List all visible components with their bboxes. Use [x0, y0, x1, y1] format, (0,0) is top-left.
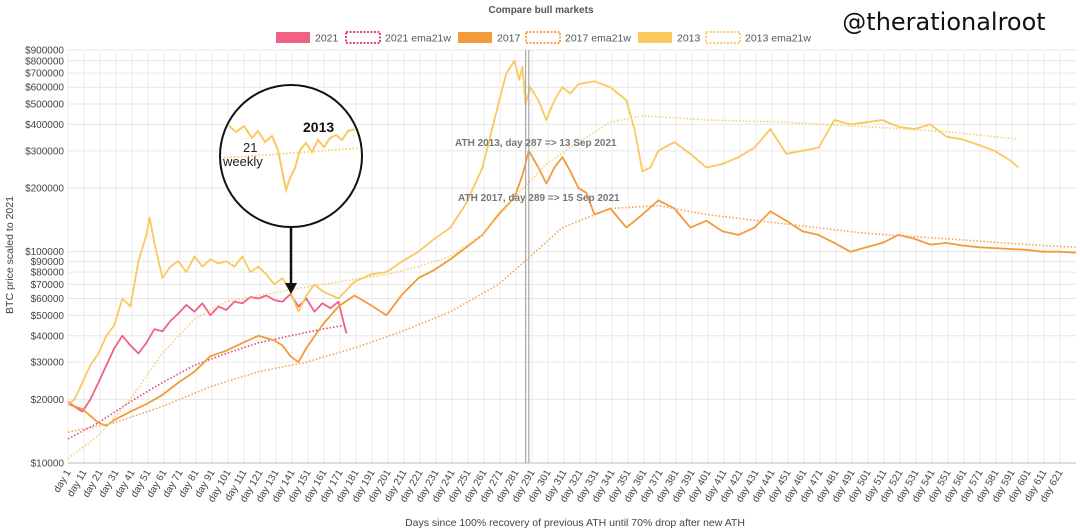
inset-ema-line	[222, 147, 360, 159]
watermark: @therationalroot	[842, 8, 1045, 36]
legend-label: 2013	[677, 33, 701, 45]
ath-annotation: ATH 2017, day 289 => 15 Sep 2021	[458, 193, 620, 204]
series-line-2017	[67, 149, 1077, 427]
series-line-2017-ema21w	[67, 204, 1077, 433]
chart-title: Compare bull markets	[488, 5, 593, 16]
y-tick-label: $30000	[31, 358, 65, 369]
inset-2013-line	[222, 123, 360, 194]
series-line-2013-ema21w	[67, 114, 1019, 460]
y-tick-label: $50000	[31, 311, 65, 322]
legend-swatch	[345, 31, 381, 44]
legend-swatch	[525, 31, 561, 44]
legend-label: 2021	[315, 33, 339, 45]
series-line-2021-ema21w	[67, 324, 347, 440]
legend-label: 2013 ema21w	[745, 33, 811, 45]
inset-year: 2013	[303, 119, 334, 135]
y-tick-label: $500000	[25, 99, 64, 110]
y-tick-label: $700000	[25, 69, 64, 80]
y-tick-label: $400000	[25, 120, 64, 131]
inset-label: 21	[243, 140, 257, 155]
y-tick-label: $40000	[31, 331, 65, 342]
series-lines	[67, 59, 1077, 460]
inset-content	[222, 123, 360, 194]
y-tick-label: $200000	[25, 184, 64, 195]
ath-annotation: ATH 2013, day 287 => 13 Sep 2021	[455, 138, 617, 149]
legend: 2021 2021 ema21w 2017 2017 ema21w 2013 2013 e…	[276, 31, 811, 45]
y-tick-label: $80000	[31, 268, 65, 279]
legend-swatch	[458, 32, 492, 43]
y-tick-label: $300000	[25, 146, 64, 157]
inset-arrow-head	[285, 283, 297, 294]
y-tick-label: $90000	[31, 257, 65, 268]
legend-label: 2017	[497, 33, 521, 45]
y-tick-label: $10000	[31, 459, 65, 470]
ath-lines	[524, 50, 530, 463]
legend-label: 2017 ema21w	[565, 33, 631, 45]
series-line-2021	[67, 293, 348, 413]
legend-swatch	[276, 32, 310, 43]
y-tick-label: $20000	[31, 395, 65, 406]
legend-swatch	[638, 32, 672, 43]
y-axis-ticks: $10000 $20000 $30000 $40000 $50000 $60000 $700…	[25, 46, 64, 470]
y-axis-title: BTC price scaled to 2021	[4, 196, 16, 314]
series-line-2013	[67, 59, 1019, 405]
legend-label: 2021 ema21w	[385, 33, 451, 45]
y-tick-label: $70000	[31, 280, 65, 291]
legend-swatch	[705, 31, 741, 44]
y-tick-label: $900000	[25, 46, 64, 57]
annotations: ATH 2013, day 287 => 13 Sep 2021 ATH 2017…	[455, 138, 620, 204]
inset-label: weekly	[222, 154, 263, 169]
y-tick-label: $600000	[25, 83, 64, 94]
y-tick-label: $100000	[25, 247, 64, 258]
x-axis-title: Days since 100% recovery of previous ATH…	[405, 517, 745, 529]
y-tick-label: $60000	[31, 294, 65, 305]
grid	[67, 49, 1076, 464]
y-tick-label: $800000	[25, 56, 64, 67]
